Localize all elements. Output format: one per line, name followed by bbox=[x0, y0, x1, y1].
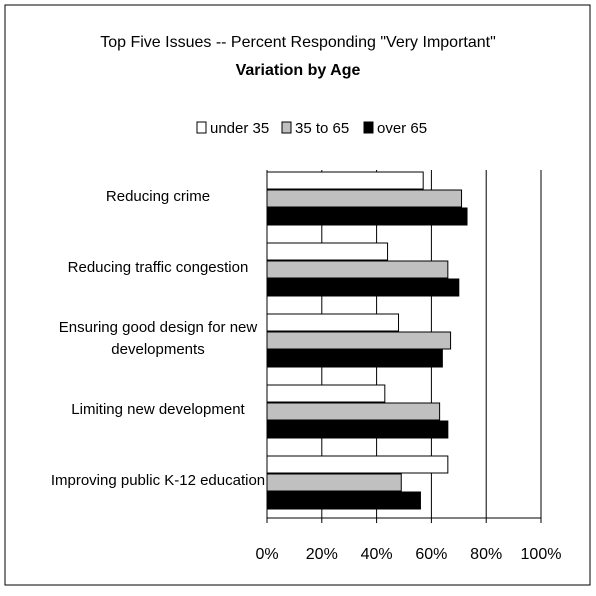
bar bbox=[266, 402, 441, 421]
category-label: Reducing crime bbox=[106, 188, 210, 205]
x-axis: 0% 20% 40% 60% 80% 100% bbox=[255, 170, 561, 563]
category-label: developments bbox=[111, 341, 204, 358]
category-label: Reducing traffic congestion bbox=[68, 259, 249, 276]
bar bbox=[266, 278, 460, 297]
bar bbox=[266, 260, 449, 279]
x-tick-label: 20% bbox=[306, 546, 338, 563]
bar bbox=[266, 349, 443, 368]
bar bbox=[266, 491, 421, 510]
bar bbox=[266, 455, 449, 474]
category-label: Limiting new development bbox=[71, 401, 245, 418]
x-tick-label: 60% bbox=[415, 546, 447, 563]
x-tick-label: 80% bbox=[470, 546, 502, 563]
legend-label: 35 to 65 bbox=[295, 120, 349, 137]
bars bbox=[266, 171, 468, 510]
bar bbox=[266, 331, 452, 350]
chart-title: Top Five Issues -- Percent Responding "V… bbox=[100, 34, 496, 51]
bar bbox=[266, 207, 468, 226]
category-label: Improving public K-12 education bbox=[51, 472, 265, 489]
legend-label: under 35 bbox=[210, 120, 269, 137]
category-label: Ensuring good design for new bbox=[59, 319, 258, 336]
legend-label: over 65 bbox=[377, 120, 427, 137]
bar bbox=[266, 384, 386, 403]
bar bbox=[266, 189, 463, 208]
bar bbox=[266, 420, 449, 439]
legend: under 35 35 to 65 over 65 bbox=[196, 120, 427, 137]
bar bbox=[266, 242, 389, 261]
legend-swatch bbox=[196, 121, 207, 134]
legend-swatch bbox=[281, 121, 292, 134]
bar bbox=[266, 473, 402, 492]
bar bbox=[266, 171, 424, 190]
legend-swatch bbox=[363, 121, 374, 134]
chart-subtitle: Variation by Age bbox=[236, 62, 361, 79]
bar bbox=[266, 313, 400, 332]
x-tick-label: 0% bbox=[255, 546, 278, 563]
x-tick-label: 40% bbox=[361, 546, 393, 563]
x-tick-label: 100% bbox=[521, 546, 562, 563]
category-labels: Reducing crime Reducing traffic congestio… bbox=[51, 188, 265, 489]
